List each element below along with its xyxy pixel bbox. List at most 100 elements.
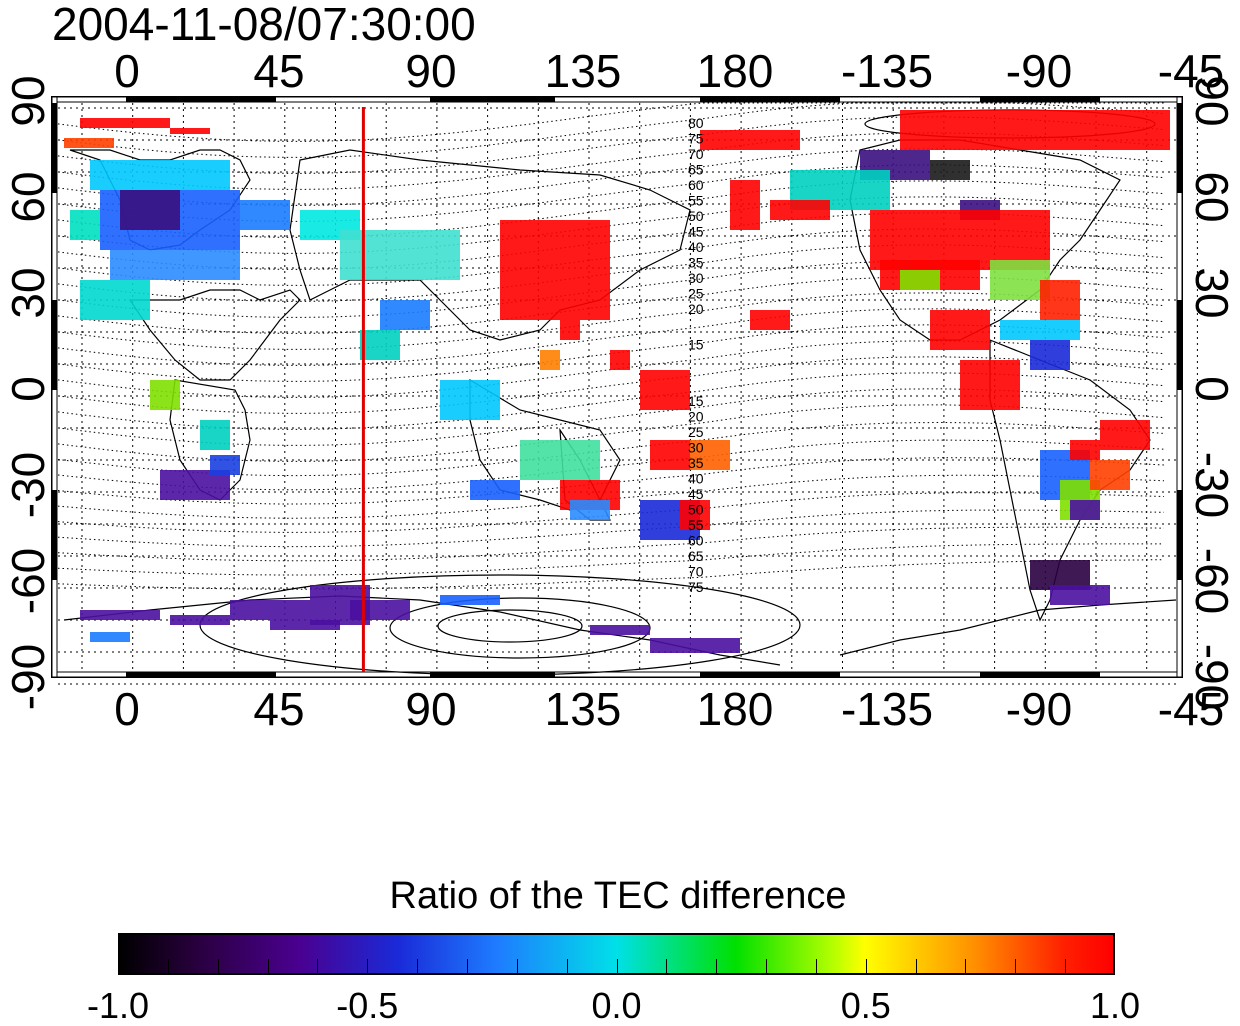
tec-ratio-patch [470, 480, 520, 500]
dip-label-north: 45 [688, 224, 704, 240]
colorbar-tick-mark [317, 959, 319, 975]
dip-label-south: 60 [688, 533, 704, 549]
tec-ratio-patch [1050, 585, 1110, 605]
tec-ratio-patch [80, 280, 150, 320]
lon-tick-bottom: 90 [405, 683, 457, 735]
colorbar-tick-label: 1.0 [1089, 985, 1141, 1026]
colorbar-tick-mark [915, 959, 917, 975]
tec-ratio-patch [930, 310, 990, 350]
tec-ratio-data [64, 110, 1170, 653]
dip-label-north: 40 [688, 239, 704, 255]
tec-ratio-patch [570, 500, 610, 520]
tec-ratio-patch [64, 138, 114, 148]
tec-ratio-patch [700, 130, 800, 150]
tec-ratio-patch [1090, 460, 1130, 490]
tec-ratio-patch [210, 455, 240, 475]
lon-tick-bottom: 0 [114, 683, 140, 735]
lat-tick-right: 0 [1186, 376, 1238, 402]
lat-tick-right: -90 [1186, 643, 1238, 711]
lon-tick-top: -90 [1005, 45, 1073, 97]
tec-ratio-patch [110, 250, 240, 280]
dip-label-north: 50 [688, 208, 704, 224]
coastline [289, 149, 691, 341]
lat-tick-right: 90 [1186, 75, 1238, 127]
colorbar-tick-label: 0.0 [591, 985, 642, 1026]
tec-ratio-patch [360, 330, 400, 360]
dip-contour [57, 180, 1165, 238]
colorbar-tick-mark [217, 959, 219, 975]
tec-ratio-patch [1000, 320, 1080, 340]
tec-ratio-patch [750, 310, 790, 330]
colorbar-tick-mark [167, 959, 169, 975]
map-title: 2004-11-08/07:30:00 [52, 0, 476, 50]
tec-ratio-patch [1100, 420, 1150, 450]
tec-ratio-patch [150, 380, 180, 410]
lon-tick-bottom: -135 [840, 683, 934, 735]
dip-contour [57, 260, 1165, 318]
lon-tick-top: 90 [405, 45, 457, 97]
tec-ratio-patch [650, 440, 690, 470]
dip-contour [57, 543, 1164, 576]
dip-contour [57, 276, 1165, 334]
lat-tick-left: -90 [2, 643, 54, 711]
dip-label-south: 50 [688, 502, 704, 518]
tec-ratio-patch [440, 595, 500, 605]
dip-label-south: 20 [688, 409, 704, 425]
dip-label-north: 35 [688, 255, 704, 271]
lon-tick-top: 180 [696, 45, 774, 97]
pole-contour [437, 609, 583, 643]
dip-contour [57, 116, 1165, 174]
dip-contour [57, 102, 1165, 158]
tec-ratio-patch [730, 180, 760, 230]
tec-ratio-patch [90, 160, 230, 190]
colorbar-tick-mark [766, 959, 768, 975]
dip-contour [57, 356, 1165, 414]
lat-tick-right: -60 [1186, 547, 1238, 615]
colorbar-tick-mark [367, 959, 369, 975]
lat-tick-left: 90 [2, 75, 54, 127]
colorbar-tick-mark [815, 959, 817, 975]
tec-ratio-patch [440, 380, 500, 420]
dip-label-north: 20 [688, 301, 704, 317]
tec-ratio-patch [610, 350, 630, 370]
dip-label-north: 15 [688, 337, 704, 353]
lat-tick-right: -30 [1186, 451, 1238, 519]
dip-label-south: 65 [688, 548, 704, 564]
tec-ratio-patch [240, 200, 290, 230]
colorbar-tick-mark [267, 959, 269, 975]
lon-tick-top: 0 [114, 45, 140, 97]
tec-ratio-patch [560, 320, 580, 340]
dip-contour [57, 404, 1165, 462]
dip-label-north: 30 [688, 270, 704, 286]
tec-ratio-patch [70, 210, 100, 240]
tec-ratio-patch [80, 610, 160, 620]
dip-label-north: 60 [688, 177, 704, 193]
tec-ratio-patch [120, 190, 180, 230]
colorbar-tick-mark [965, 959, 967, 975]
dip-label-north: 75 [688, 131, 704, 147]
tec-ratio-patch [170, 128, 210, 134]
tec-ratio-patch [1070, 500, 1100, 520]
tec-ratio-patch [680, 500, 710, 530]
colorbar-tick-mark [516, 959, 518, 975]
dip-label-north: 55 [688, 193, 704, 209]
dip-contour [57, 212, 1165, 270]
tec-ratio-patch [500, 220, 610, 320]
dip-contour [57, 228, 1165, 286]
dip-label-south: 35 [688, 455, 704, 471]
tec-ratio-patch [640, 370, 690, 410]
tec-ratio-map: 8075706560555045403530252015152025303540… [51, 96, 1198, 685]
tec-ratio-patch [230, 600, 310, 620]
lat-tick-left: 0 [2, 376, 54, 402]
lon-tick-top: -135 [840, 45, 934, 97]
dip-contour [57, 340, 1165, 398]
dip-label-south: 25 [688, 424, 704, 440]
tec-ratio-patch [170, 615, 230, 625]
colorbar-tick-label: 0.5 [840, 985, 891, 1026]
tec-ratio-patch [900, 110, 1170, 150]
colorbar-tick-mark [466, 959, 468, 975]
colorbar-tick-mark [566, 959, 568, 975]
lon-tick-bottom: 180 [696, 683, 774, 735]
tec-ratio-patch [340, 230, 460, 280]
tec-ratio-patch [540, 350, 560, 370]
